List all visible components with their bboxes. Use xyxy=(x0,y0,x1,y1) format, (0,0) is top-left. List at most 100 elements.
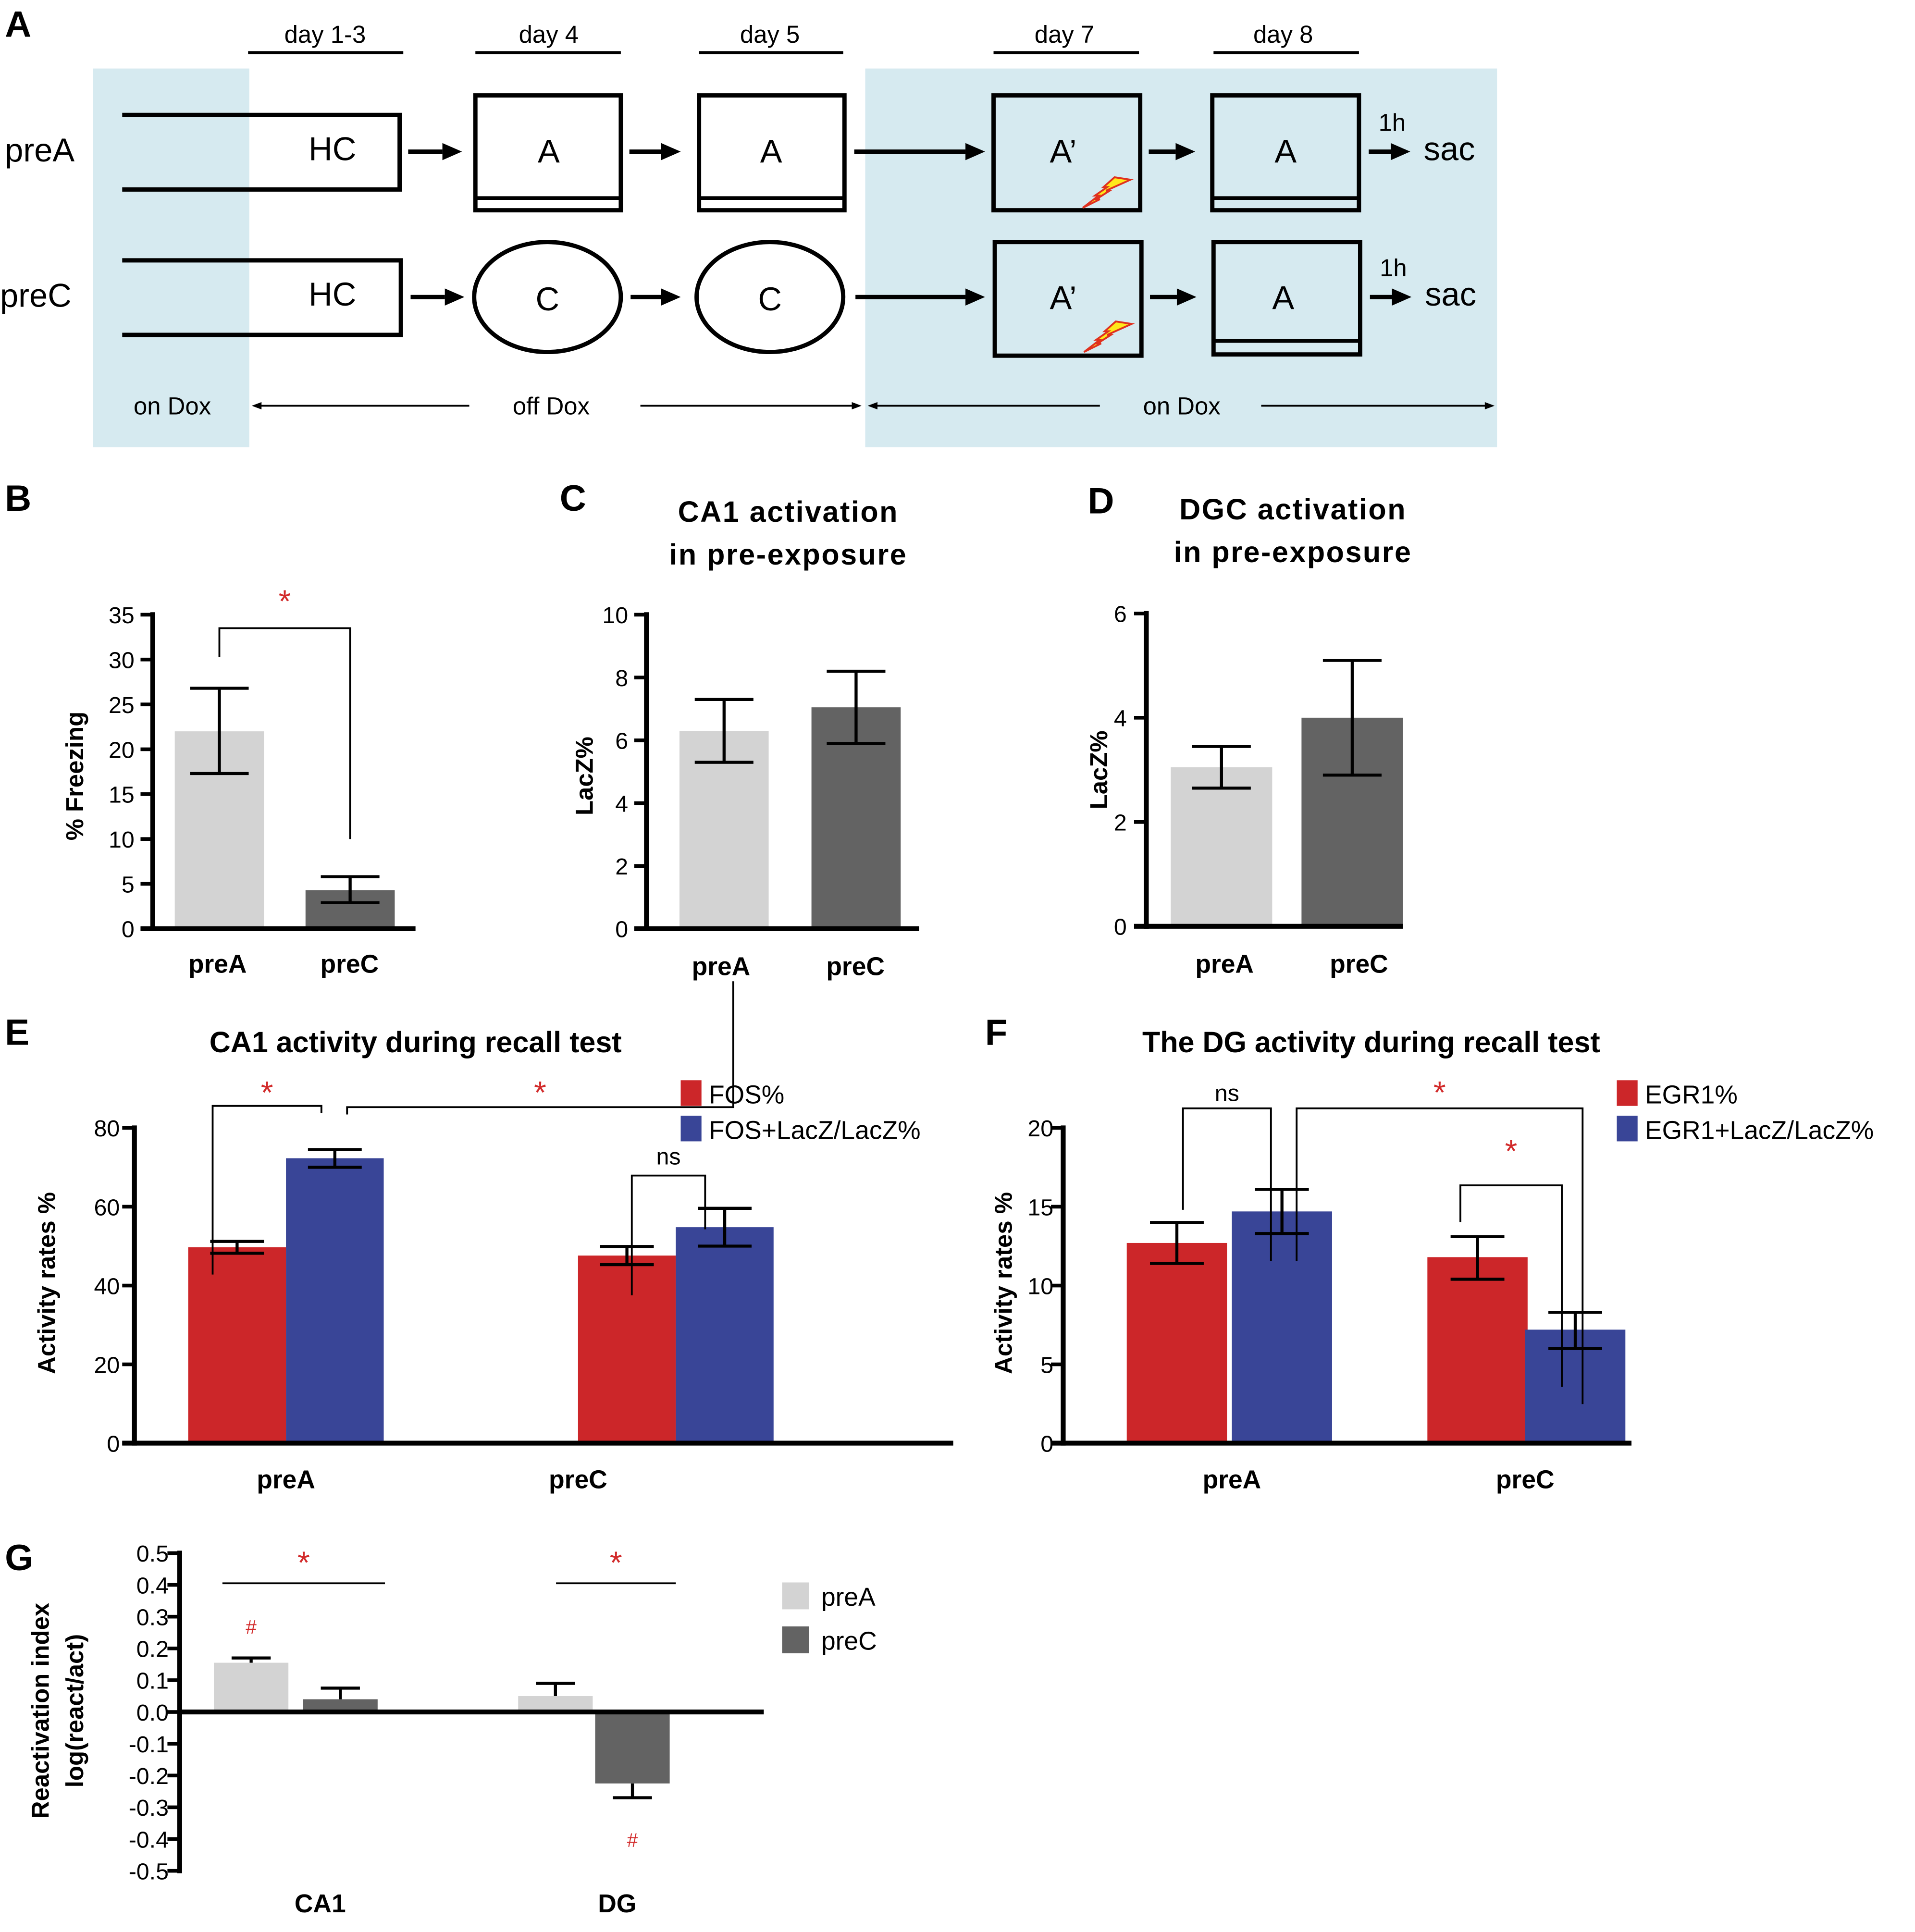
step-label: HC xyxy=(309,276,356,313)
significance-star: * xyxy=(297,1545,310,1581)
y-tick-label: 20 xyxy=(109,737,135,763)
y-tick-label: 8 xyxy=(615,665,628,691)
y-tick-label: 0.4 xyxy=(136,1573,169,1599)
legend-label: EGR1% xyxy=(1645,1081,1738,1109)
bar-preA-CA1 xyxy=(214,1662,289,1712)
x-category-label: preA xyxy=(1195,950,1254,978)
significance-star: * xyxy=(534,1075,546,1111)
step-label: A xyxy=(1274,133,1297,170)
panel-a-protocol-diagram: A day 1-3 day 4 day 5 day 7 day 8 preA H… xyxy=(0,4,1497,447)
home-cage-box xyxy=(122,258,403,337)
row-preC: preC HC C C A’ A 1h sac xyxy=(0,240,1476,358)
y-tick-label: 0 xyxy=(122,917,135,943)
bar-FOS+LacZ/LacZ%-preA xyxy=(286,1158,384,1443)
y-axis-label: LacZ% xyxy=(570,737,598,815)
significance-bracket xyxy=(1459,1184,1563,1387)
legend-label: FOS+LacZ/LacZ% xyxy=(709,1116,921,1144)
x-category-label: preC xyxy=(1496,1466,1555,1494)
day-label: day 4 xyxy=(519,21,579,48)
y-axis-label: % Freezing xyxy=(61,712,88,840)
panel-letter: E xyxy=(5,1012,29,1053)
y-tick-label: 20 xyxy=(94,1352,120,1378)
y-tick-label: 0.0 xyxy=(136,1700,169,1726)
significance-bracket xyxy=(630,1174,706,1295)
y-tick-label: 40 xyxy=(94,1273,120,1299)
day-label: day 8 xyxy=(1253,21,1313,48)
y-tick-label: 2 xyxy=(1114,810,1127,836)
y-tick-label: 60 xyxy=(94,1194,120,1220)
significance-bracket xyxy=(1182,1107,1272,1261)
y-tick-label: 0.2 xyxy=(136,1637,169,1662)
y-tick-label: 10 xyxy=(602,603,628,628)
context-a-box xyxy=(1211,240,1362,357)
panel-e-ca1-recall-chart: CA1 activity during recall test E 0 20 40 60 8… xyxy=(5,981,953,1494)
row-label: preC xyxy=(0,277,72,314)
delay-label: 1h xyxy=(1380,254,1407,282)
legend-swatch xyxy=(680,1080,702,1106)
y-tick-label: 10 xyxy=(1027,1273,1053,1299)
legend-label: preC xyxy=(821,1627,877,1655)
y-tick-label: 2 xyxy=(615,854,628,880)
home-cage-box xyxy=(122,112,402,192)
legend-label: FOS% xyxy=(709,1081,784,1109)
day-headers: day 1-3 day 4 day 5 day 7 day 8 xyxy=(248,21,1359,54)
legend-label: EGR1+LacZ/LacZ% xyxy=(1645,1116,1874,1144)
panel-letter: F xyxy=(985,1012,1008,1053)
panel-f-dg-recall-chart: The DG activity during recall test F 0 5 10 1… xyxy=(985,1012,1874,1494)
on-dox-shade-left xyxy=(93,68,249,447)
panel-b-freezing-chart: B 0 5 10 15 20 25 30 35 preA preC % Freezing * xyxy=(5,478,416,978)
y-tick-label: 0 xyxy=(1040,1431,1053,1457)
legend-swatch xyxy=(1617,1116,1638,1142)
significance-star: * xyxy=(1433,1075,1446,1111)
panel-letter-a: A xyxy=(5,4,31,45)
legend-swatch xyxy=(680,1116,702,1142)
hash-mark: # xyxy=(246,1616,257,1638)
y-tick-label: 35 xyxy=(109,603,135,628)
bar-preC-DG xyxy=(595,1712,670,1784)
context-a-box xyxy=(697,93,847,213)
y-tick-label: -0.4 xyxy=(129,1827,169,1853)
y-tick-label: 20 xyxy=(1027,1116,1053,1142)
on-dox-shade-right xyxy=(865,68,1497,447)
panel-letter: G xyxy=(5,1538,33,1578)
x-category-label: preC xyxy=(320,950,379,978)
y-tick-label: 6 xyxy=(1114,602,1127,628)
y-axis-label: LacZ% xyxy=(1085,730,1112,809)
delay-label: 1h xyxy=(1379,109,1406,136)
sacrifice-label: sac xyxy=(1425,276,1476,313)
context-a-box xyxy=(1210,93,1361,213)
y-tick-label: 15 xyxy=(109,782,135,808)
x-category-label: preA xyxy=(1203,1466,1261,1494)
y-tick-label: 4 xyxy=(1114,706,1127,732)
day-label: day 1-3 xyxy=(284,21,366,48)
step-label: A xyxy=(1272,280,1294,317)
panel-letter: C xyxy=(560,478,586,519)
y-tick-label: 0 xyxy=(107,1431,120,1457)
sacrifice-label: sac xyxy=(1424,130,1475,167)
context-a-prime-box xyxy=(991,93,1143,213)
y-tick-label: 5 xyxy=(122,872,135,898)
y-tick-label: 4 xyxy=(615,791,628,817)
lightning-bolt-icon xyxy=(1082,176,1134,209)
step-label: A xyxy=(538,133,560,170)
significance-star: * xyxy=(610,1545,622,1581)
bar-EGR1%-preC xyxy=(1427,1257,1528,1443)
y-tick-label: 0 xyxy=(1114,914,1127,940)
step-label: HC xyxy=(309,130,356,167)
bar-EGR1%-preA xyxy=(1126,1243,1227,1443)
panel-g-reactivation-chart: # # G -0.5 -0.4 -0.3 -0.2 -0.1 0.0 0.1 0.2 0.3 0.4 0.… xyxy=(5,1538,877,1918)
y-tick-label: 30 xyxy=(109,648,135,674)
panel-c-ca1-activation-chart: CA1 activation in pre-exposure C 0 2 4 6 8 10 pre… xyxy=(560,478,919,981)
legend-swatch xyxy=(782,1582,809,1610)
chart-subtitle: in pre-exposure xyxy=(1174,536,1412,568)
dox-label: on Dox xyxy=(1143,392,1221,419)
y-axis-label: Activity rates % xyxy=(33,1192,60,1374)
chart-title: The DG activity during recall test xyxy=(1142,1026,1600,1058)
step-label: C xyxy=(758,281,782,318)
y-tick-label: 0.1 xyxy=(136,1668,169,1694)
bar-preA xyxy=(1171,767,1273,926)
bar-preA xyxy=(679,731,769,929)
panel-letter: B xyxy=(5,478,31,519)
y-tick-label: -0.5 xyxy=(129,1858,169,1884)
